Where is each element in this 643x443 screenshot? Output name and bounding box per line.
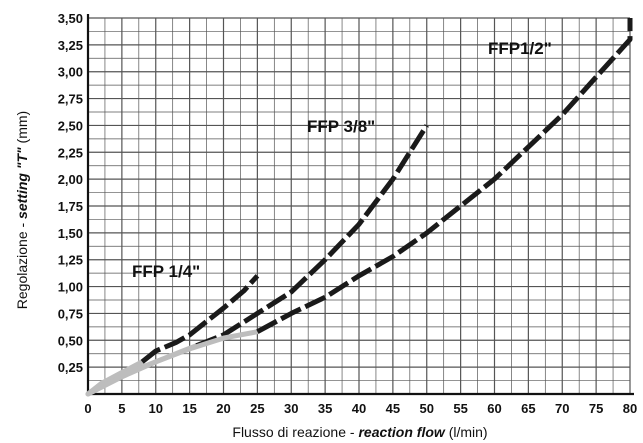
series-line-gray-2 (85, 329, 260, 397)
y-tick-label: 2,25 (58, 145, 83, 160)
x-tick-label: 40 (352, 401, 366, 416)
x-tick-label: 15 (182, 401, 196, 416)
x-tick-label: 65 (521, 401, 535, 416)
y-tick-label: 1,50 (58, 226, 83, 241)
x-tick-label: 75 (589, 401, 603, 416)
y-tick-label: 2,50 (58, 118, 83, 133)
y-tick-label: 1,25 (58, 253, 83, 268)
y-tick-label: 3,00 (58, 65, 83, 80)
series-line-dark-2 (256, 18, 633, 334)
x-tick-label: 60 (487, 401, 501, 416)
y-tick-label: 1,00 (58, 280, 83, 295)
x-tick-label: 10 (149, 401, 163, 416)
y-axis-title: Regolazione - setting "T" (mm) (14, 111, 30, 309)
x-tick-label: 30 (284, 401, 298, 416)
y-tick-label: 3,50 (58, 11, 83, 26)
series-lines (85, 18, 633, 397)
y-tick-label: 0,75 (58, 306, 83, 321)
series-label-ffp-1-4: FFP 1/4" (132, 262, 200, 281)
y-tick-label: 1,75 (58, 199, 83, 214)
y-tick-label: 2,75 (58, 92, 83, 107)
x-tick-label: 5 (118, 401, 125, 416)
x-tick-label: 80 (623, 401, 637, 416)
x-tick-label: 55 (453, 401, 467, 416)
x-axis-title: Flusso di reazione - reaction flow (l/mi… (232, 424, 487, 440)
x-tick-label: 45 (386, 401, 400, 416)
y-tick-labels: 0,25 0,50 0,75 1,00 1,25 1,50 1,75 2,00 2,25 2,50… (58, 11, 83, 375)
series-line-dark-1 (195, 124, 429, 349)
x-tick-label: 70 (555, 401, 569, 416)
x-tick-label: 20 (216, 401, 230, 416)
y-tick-label: 0,50 (58, 333, 83, 348)
x-tick-label: 25 (250, 401, 264, 416)
x-tick-label: 35 (318, 401, 332, 416)
series-label-ffp-1-2: FFP1/2" (488, 39, 552, 58)
series-line-dark-0 (140, 274, 260, 364)
series-label-ffp-3-8: FFP 3/8" (307, 117, 375, 136)
y-tick-label: 3,25 (58, 38, 83, 53)
x-tick-labels: 0 5 10 15 20 25 30 35 40 45 50 55 60 65 70 75 80 (84, 401, 637, 416)
y-tick-label: 0,25 (58, 360, 83, 375)
x-tick-label: 0 (84, 401, 91, 416)
y-tick-label: 2,00 (58, 172, 83, 187)
grid (86, 14, 634, 396)
x-tick-label: 50 (420, 401, 434, 416)
